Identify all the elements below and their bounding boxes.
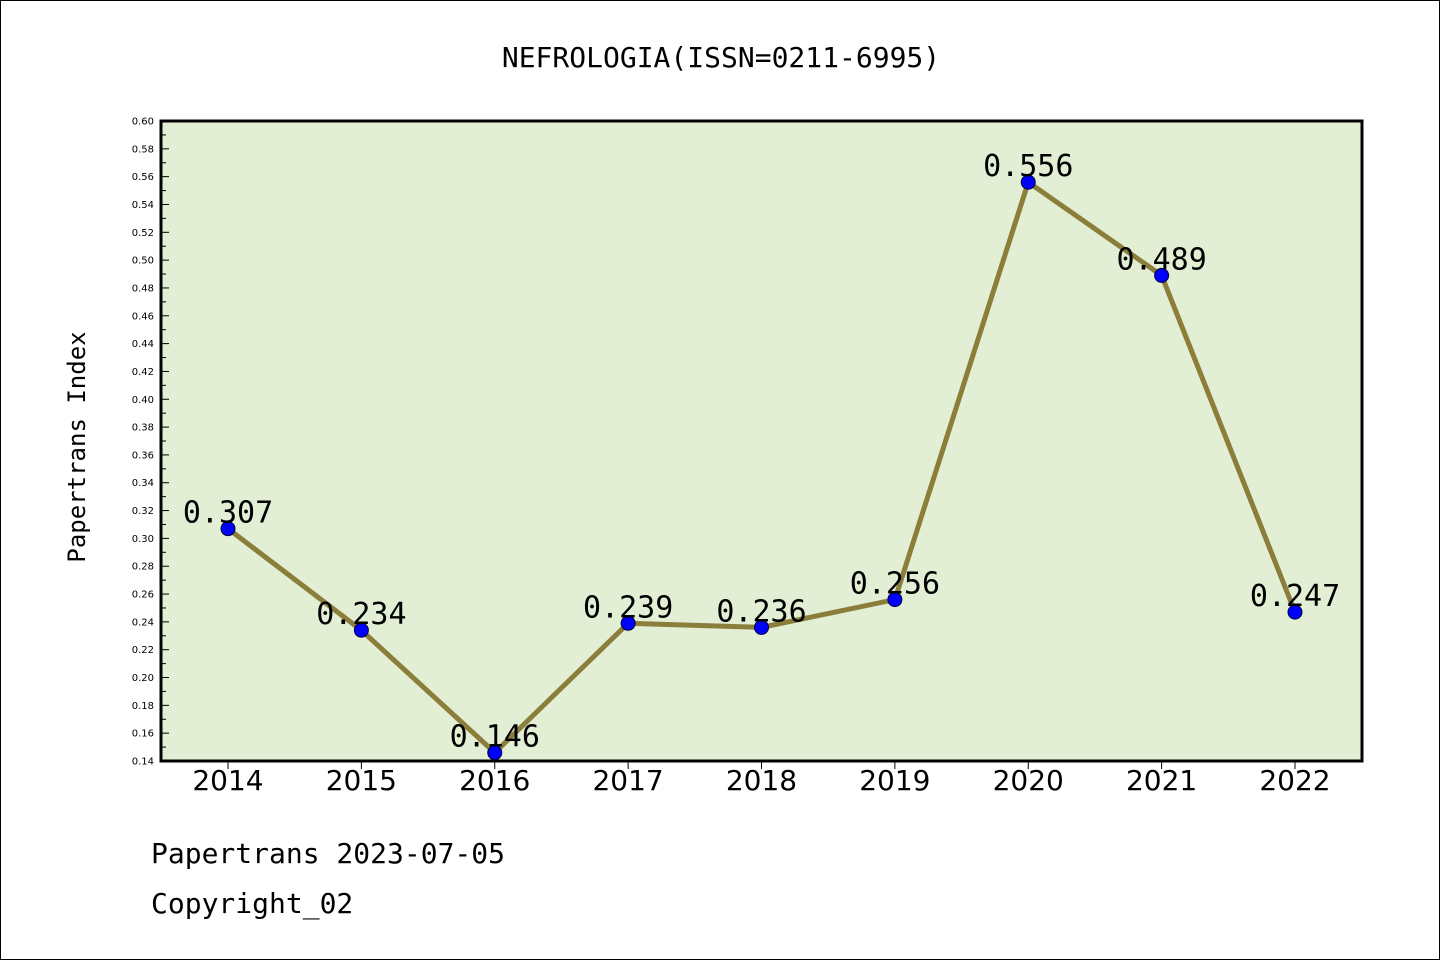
footer-date-line: Papertrans 2023-07-05 xyxy=(151,837,506,870)
data-label: 0.146 xyxy=(450,720,540,755)
data-point xyxy=(1020,174,1036,190)
y-tick-label: 0.36 xyxy=(132,450,154,461)
y-axis-ticks: 0.14 0.16 0.18 0.20 0.22 0.24 0.26 0.28 0.30 0.32… xyxy=(132,117,169,768)
x-tick-label: 2016 xyxy=(459,764,530,797)
y-tick-label: 0.34 xyxy=(132,478,154,489)
y-tick-label: 0.14 xyxy=(132,757,154,768)
data-label: 0.247 xyxy=(1250,579,1340,614)
data-label: 0.256 xyxy=(850,567,940,602)
x-tick-label: 2021 xyxy=(1126,764,1197,797)
plot-area xyxy=(159,119,1364,763)
x-tick-label: 2014 xyxy=(192,764,263,797)
y-tick-label: 0.54 xyxy=(132,200,154,211)
y-tick-label: 0.30 xyxy=(132,534,154,545)
data-label: 0.236 xyxy=(716,594,806,629)
data-label: 0.489 xyxy=(1116,242,1206,277)
y-tick-label: 0.48 xyxy=(132,283,154,294)
x-tick-label: 2017 xyxy=(592,764,663,797)
y-tick-label: 0.26 xyxy=(132,590,154,601)
y-tick-label: 0.42 xyxy=(132,367,154,378)
y-tick-label: 0.56 xyxy=(132,172,154,183)
y-tick-label: 0.16 xyxy=(132,729,154,740)
y-tick-label: 0.60 xyxy=(132,117,154,128)
chart-title: NEFROLOGIA(ISSN=0211-6995) xyxy=(502,41,940,74)
y-tick-label: 0.58 xyxy=(132,144,154,155)
x-tick-label: 2019 xyxy=(859,764,930,797)
y-tick-label: 0.46 xyxy=(132,311,154,322)
x-tick-label: 2020 xyxy=(993,764,1064,797)
x-axis-ticks: 2014 2015 2016 2017 2018 2019 2020 2021 2022 xyxy=(192,761,1331,797)
data-point xyxy=(1154,267,1170,283)
y-tick-label: 0.28 xyxy=(132,562,154,573)
data-points xyxy=(220,174,1303,761)
y-tick-label: 0.22 xyxy=(132,645,154,656)
y-tick-label: 0.18 xyxy=(132,701,154,712)
data-label: 0.234 xyxy=(316,597,406,632)
y-tick-label: 0.50 xyxy=(132,256,154,267)
y-tick-label: 0.38 xyxy=(132,423,154,434)
y-tick-label: 0.44 xyxy=(132,339,154,350)
x-tick-label: 2015 xyxy=(326,764,397,797)
x-tick-label: 2022 xyxy=(1259,764,1330,797)
data-point xyxy=(754,619,769,635)
data-label: 0.307 xyxy=(183,496,273,531)
x-tick-label: 2018 xyxy=(726,764,797,797)
data-label: 0.556 xyxy=(983,149,1073,184)
y-tick-label: 0.52 xyxy=(132,228,154,239)
footer-copyright: Copyright_02 xyxy=(151,887,354,920)
y-tick-label: 0.40 xyxy=(132,395,154,406)
data-point xyxy=(1287,604,1303,620)
y-tick-label: 0.24 xyxy=(132,617,154,628)
data-label: 0.239 xyxy=(583,590,673,625)
y-tick-label: 0.20 xyxy=(132,673,154,684)
data-labels: 0.307 0.234 0.146 0.239 0.236 0.256 0.556 0.489… xyxy=(183,149,1340,754)
y-axis-label: Papertrans Index xyxy=(63,331,91,562)
data-point xyxy=(887,592,903,608)
y-tick-label: 0.32 xyxy=(132,506,154,517)
data-point xyxy=(487,745,503,761)
data-point xyxy=(620,615,636,631)
data-point xyxy=(353,622,369,638)
data-point xyxy=(220,521,236,537)
